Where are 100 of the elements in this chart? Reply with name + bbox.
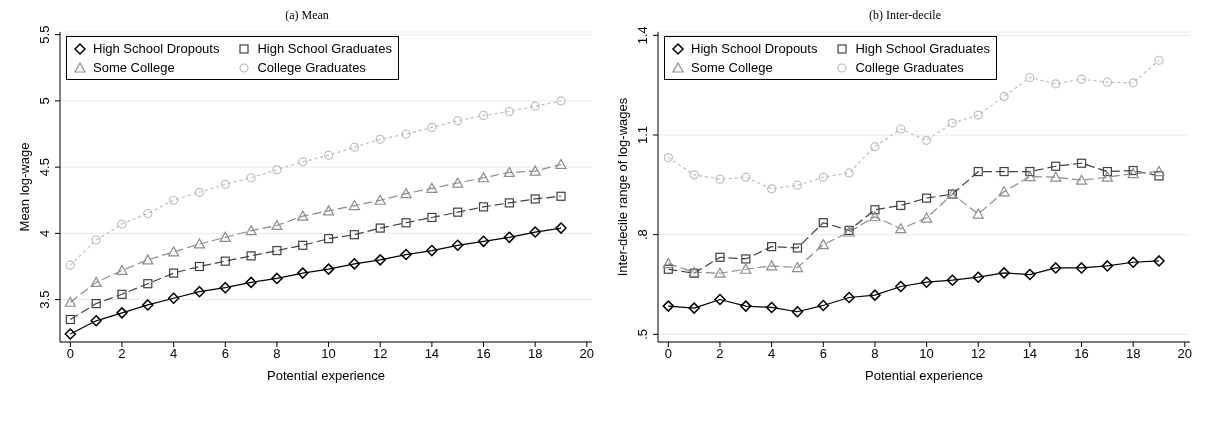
point: [220, 179, 230, 189]
point: [401, 129, 411, 139]
point: [1075, 262, 1088, 274]
point: [272, 245, 282, 256]
point: [895, 280, 907, 293]
point: [741, 254, 751, 264]
legend-label: Some College: [93, 59, 175, 77]
x-tick-label: 0: [66, 346, 74, 362]
point: [193, 238, 206, 249]
point: [143, 279, 153, 289]
point: [323, 234, 334, 244]
point: [556, 191, 566, 201]
point: [662, 300, 675, 312]
point: [452, 177, 464, 188]
y-tick-label: 5: [37, 97, 52, 105]
point: [1102, 166, 1112, 177]
point: [91, 235, 101, 245]
point: [791, 306, 804, 318]
point: [90, 315, 102, 327]
x-tick-label: 6: [221, 346, 229, 362]
point: [895, 223, 907, 234]
point: [219, 231, 231, 242]
legend-label: High School Graduates: [855, 40, 990, 58]
point: [972, 208, 984, 219]
point: [844, 168, 854, 178]
chart-title: (a) Mean: [284, 8, 330, 24]
point: [1101, 171, 1113, 182]
point: [843, 291, 855, 304]
point: [1024, 170, 1036, 182]
point: [1024, 268, 1036, 281]
point: [194, 261, 205, 272]
point: [870, 205, 880, 215]
x-tick-label: 16: [476, 346, 491, 362]
point: [792, 243, 803, 253]
point: [920, 212, 933, 223]
point: [246, 251, 256, 261]
point: [348, 199, 361, 211]
x-tick-label: 4: [170, 346, 178, 362]
point: [245, 276, 257, 289]
point: [765, 301, 778, 314]
point: [503, 231, 516, 244]
x-tick-label: 12: [373, 346, 388, 362]
point: [1153, 165, 1165, 177]
point: [715, 174, 725, 184]
point: [740, 263, 752, 274]
point: [973, 110, 983, 120]
point: [169, 195, 179, 205]
x-tick-label: 18: [527, 346, 543, 362]
point: [298, 157, 308, 167]
point: [818, 218, 828, 228]
legend-label: High School Dropouts: [93, 40, 220, 58]
point: [714, 267, 726, 278]
point: [1049, 262, 1062, 274]
point: [530, 194, 540, 204]
point: [529, 226, 541, 238]
legend-label: College Graduates: [855, 59, 964, 77]
point: [998, 267, 1010, 279]
point: [1051, 79, 1061, 89]
point: [400, 248, 412, 261]
point: [817, 299, 830, 312]
point: [116, 307, 128, 319]
point: [896, 200, 906, 211]
point: [741, 172, 751, 182]
y-tick-label: 1.1: [635, 125, 650, 145]
x-tick-label: 18: [1125, 346, 1141, 362]
point: [503, 166, 515, 178]
point: [348, 258, 361, 270]
point: [1102, 77, 1112, 87]
point: [920, 276, 933, 288]
point: [555, 222, 567, 234]
point: [400, 188, 412, 199]
point: [921, 193, 932, 203]
point: [194, 187, 205, 197]
point: [663, 264, 673, 274]
point: [426, 182, 438, 193]
x-tick-label: 6: [819, 346, 827, 362]
y-tick-label: 5.5: [37, 25, 52, 44]
x-axis-title: Potential experience: [267, 368, 385, 383]
point: [1154, 55, 1164, 65]
point: [169, 268, 179, 278]
point: [349, 142, 360, 152]
point: [297, 210, 309, 221]
y-axis-title: Mean log-wage: [16, 142, 32, 232]
point: [142, 299, 154, 311]
point: [688, 302, 700, 314]
point: [143, 208, 153, 219]
legend-label: College Graduates: [257, 59, 366, 77]
legend-label: Some College: [691, 59, 773, 77]
point: [65, 314, 75, 325]
point: [374, 254, 386, 266]
point: [272, 165, 282, 175]
point: [271, 219, 283, 231]
point: [453, 207, 463, 217]
point: [426, 244, 438, 257]
point: [427, 212, 437, 223]
point: [1153, 255, 1165, 267]
point: [477, 172, 490, 183]
legend-label: High School Dropouts: [691, 40, 818, 58]
point: [168, 246, 180, 257]
point: [375, 134, 385, 144]
